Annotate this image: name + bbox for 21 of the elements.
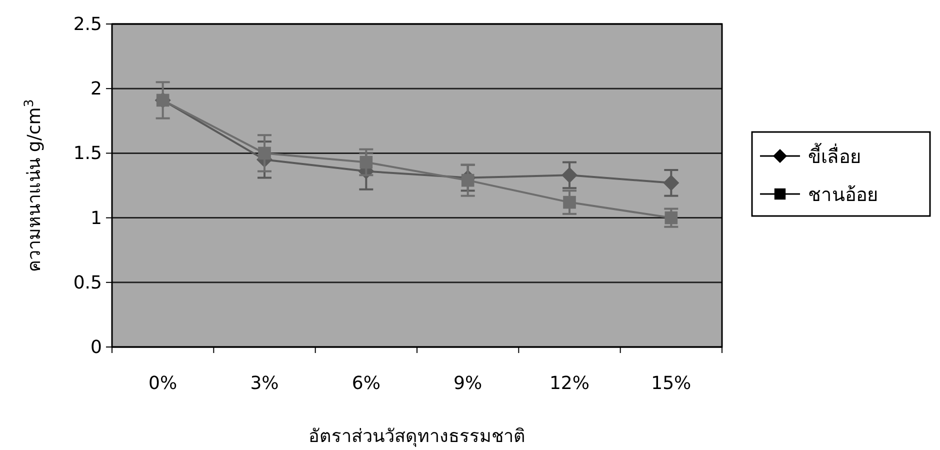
x-tick-label: 6% [352, 373, 380, 394]
x-tick-label: 3% [250, 373, 279, 394]
point [664, 211, 678, 224]
point [461, 174, 474, 187]
point [360, 156, 373, 169]
x-tick-label: 0% [148, 373, 178, 394]
y-tick-label: 1.5 [73, 143, 102, 164]
y-tick-label: 2 [90, 78, 102, 100]
x-tick-label: 9% [454, 373, 482, 394]
point [563, 196, 576, 209]
y-tick-label: 0 [90, 337, 102, 358]
y-tick-label: 1 [90, 208, 102, 229]
point [562, 167, 578, 184]
x-tick-label: 15% [651, 373, 692, 394]
y-tick-label: 0.5 [73, 272, 102, 294]
x-axis-title: อัตราส่วนวัสดุทางธรรมชาติ [308, 426, 526, 447]
legend: ขี้เลื่อย ชานอ้อย [751, 131, 931, 217]
x-tick-label: 12% [549, 373, 590, 394]
point [258, 146, 271, 160]
y-tick-label: 2.5 [73, 14, 102, 35]
point [663, 174, 680, 191]
